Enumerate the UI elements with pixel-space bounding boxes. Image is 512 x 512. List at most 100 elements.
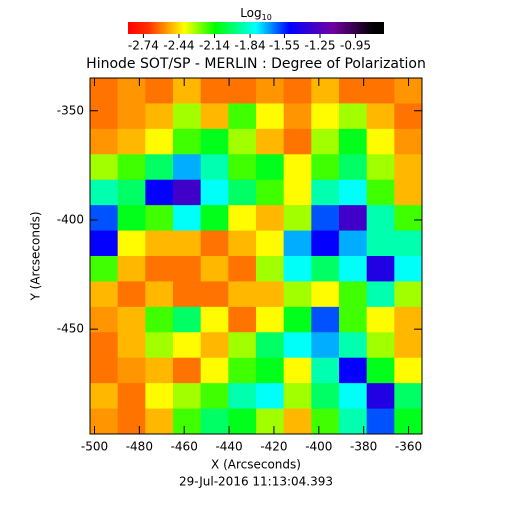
- heatmap-cell: [90, 154, 119, 181]
- heatmap-cell: [394, 306, 423, 333]
- heatmap-cell: [366, 256, 395, 282]
- heatmap-cell: [311, 230, 340, 257]
- heatmap-cell: [200, 128, 229, 155]
- heatmap-cell: [283, 332, 312, 359]
- heatmap-cell: [311, 154, 340, 181]
- x-tick-label: -500: [81, 440, 108, 454]
- heatmap-cell: [173, 128, 202, 155]
- colorbar-tick-label: -1.55: [269, 39, 300, 53]
- colorbar-label-sub: 10: [262, 13, 272, 22]
- heatmap-cell: [200, 281, 229, 308]
- heatmap-cell: [200, 332, 229, 359]
- heatmap-cell: [173, 78, 202, 104]
- heatmap-cell: [228, 256, 257, 282]
- heatmap-cell: [339, 205, 368, 232]
- heatmap-cell: [173, 205, 202, 232]
- heatmap-cell: [394, 357, 423, 384]
- heatmap-cell: [256, 332, 285, 359]
- heatmap-cell: [173, 357, 202, 384]
- y-tick-label: -400: [57, 212, 84, 226]
- colorbar-tick-label: -1.84: [235, 39, 266, 53]
- heatmap-cell: [256, 128, 285, 155]
- heatmap-cell: [117, 154, 146, 181]
- heatmap-cell: [366, 205, 395, 232]
- x-tick-label: -440: [215, 440, 242, 454]
- heatmap-cell: [117, 256, 146, 282]
- heatmap-cell: [228, 205, 257, 232]
- heatmap-cell: [90, 179, 119, 206]
- heatmap-cell: [200, 154, 229, 181]
- heatmap-cell: [339, 383, 368, 410]
- heatmap-cell: [117, 103, 146, 130]
- y-tick-label: -450: [57, 322, 84, 336]
- x-tick-label: -420: [260, 440, 287, 454]
- heatmap-cell: [339, 179, 368, 206]
- heatmap-cell: [200, 103, 229, 130]
- heatmap-cell: [256, 383, 285, 410]
- heatmap-cell: [145, 408, 174, 435]
- heatmap-cell: [394, 256, 423, 282]
- heatmap-cell: [117, 205, 146, 232]
- plot-frame: [89, 77, 423, 435]
- heatmap-cell: [228, 128, 257, 155]
- heatmap-cell: [339, 128, 368, 155]
- colorbar-label: Log10: [240, 6, 272, 22]
- heatmap-cell: [145, 332, 174, 359]
- heatmap-cell: [117, 357, 146, 384]
- heatmap-cell: [311, 179, 340, 206]
- heatmap-cell: [173, 230, 202, 257]
- heatmap-cell: [90, 281, 119, 308]
- x-tick-label: -400: [305, 440, 332, 454]
- heatmap-cell: [256, 78, 285, 104]
- heatmap-cell: [173, 383, 202, 410]
- colorbar-tick-label: -2.74: [128, 39, 159, 53]
- heatmap-cell: [173, 306, 202, 333]
- heatmap-cell: [117, 230, 146, 257]
- heatmap-cell: [117, 128, 146, 155]
- heatmap-cell: [117, 281, 146, 308]
- heatmap-cell: [173, 281, 202, 308]
- heatmap-cell: [283, 357, 312, 384]
- heatmap-cell: [311, 128, 340, 155]
- heatmap-cell: [311, 408, 340, 435]
- heatmap-cell: [283, 179, 312, 206]
- heatmap-cell: [173, 408, 202, 435]
- heatmap-cell: [394, 128, 423, 155]
- heatmap-cell: [283, 154, 312, 181]
- heatmap-cell: [117, 306, 146, 333]
- colorbar-tick-label: -2.14: [199, 39, 230, 53]
- heatmap-cell: [90, 306, 119, 333]
- x-tick-label: -380: [350, 440, 377, 454]
- heatmap-cell: [311, 103, 340, 130]
- heatmap-cell: [256, 103, 285, 130]
- heatmap-cell: [200, 256, 229, 282]
- heatmap-cell: [228, 306, 257, 333]
- heatmap-cell: [283, 408, 312, 435]
- heatmap-cell: [200, 357, 229, 384]
- chart-title: Hinode SOT/SP - MERLIN : Degree of Polar…: [86, 56, 426, 72]
- heatmap-cell: [173, 179, 202, 206]
- heatmap-cell: [339, 256, 368, 282]
- heatmap-cell: [228, 408, 257, 435]
- heatmap-cell: [366, 306, 395, 333]
- heatmap-cell: [200, 205, 229, 232]
- heatmap-cell: [394, 205, 423, 232]
- colorbar-tick-label: -2.44: [163, 39, 194, 53]
- heatmap-cell: [117, 408, 146, 435]
- heatmap-cell: [173, 154, 202, 181]
- heatmap-cell: [145, 357, 174, 384]
- heatmap-cell: [339, 230, 368, 257]
- heatmap-cell: [90, 230, 119, 257]
- heatmap-cell: [200, 383, 229, 410]
- heatmap-cell: [200, 230, 229, 257]
- heatmap-cell: [283, 256, 312, 282]
- heatmap-cell: [90, 383, 119, 410]
- heatmap-cell: [366, 230, 395, 257]
- heatmap-cell: [145, 128, 174, 155]
- heatmap-cell: [117, 179, 146, 206]
- heatmap-cell: [339, 332, 368, 359]
- heatmap-cell: [200, 408, 229, 435]
- heatmap-cell: [339, 78, 368, 104]
- heatmap-cell: [256, 154, 285, 181]
